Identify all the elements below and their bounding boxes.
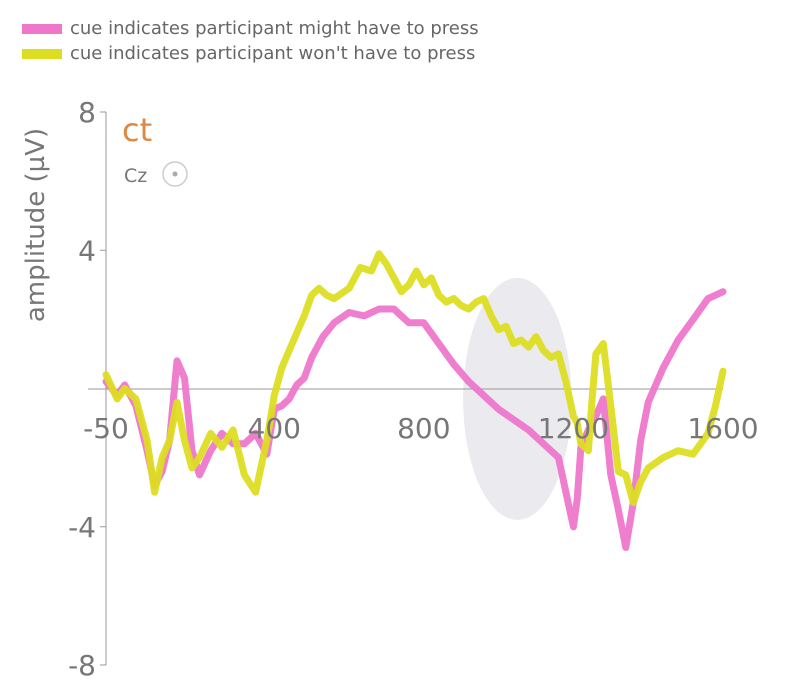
x-tick-label: 1600 <box>687 412 758 445</box>
subject-label: ct <box>122 111 152 149</box>
legend-label-wont-press: cue indicates participant won't have to … <box>70 43 476 64</box>
series-line-wont-press <box>102 250 727 507</box>
x-tick-label: 1200 <box>538 412 609 445</box>
legend-swatch-wont-press <box>22 48 62 59</box>
y-tick-label: 4 <box>78 234 96 267</box>
series-line-might-press <box>102 288 727 551</box>
legend-label-might-press: cue indicates participant might have to … <box>70 18 479 39</box>
legend-item-wont-press[interactable]: cue indicates participant won't have to … <box>22 41 479 66</box>
y-axis-title: amplitude (µV) <box>21 128 51 322</box>
channel-label: Cz <box>124 165 147 187</box>
x-tick-label: 400 <box>248 412 301 445</box>
y-tick-label: 8 <box>78 96 96 129</box>
y-tick-label: -8 <box>68 649 96 682</box>
legend-swatch-might-press <box>22 23 62 34</box>
y-tick-label: -4 <box>68 511 96 544</box>
x-tick-label: 800 <box>397 412 450 445</box>
legend: cue indicates participant might have to … <box>22 16 479 66</box>
highlight-region <box>463 277 572 520</box>
x-tick-label: -50 <box>83 412 129 445</box>
channel-location-icon[interactable] <box>162 161 188 187</box>
legend-item-might-press[interactable]: cue indicates participant might have to … <box>22 16 479 41</box>
